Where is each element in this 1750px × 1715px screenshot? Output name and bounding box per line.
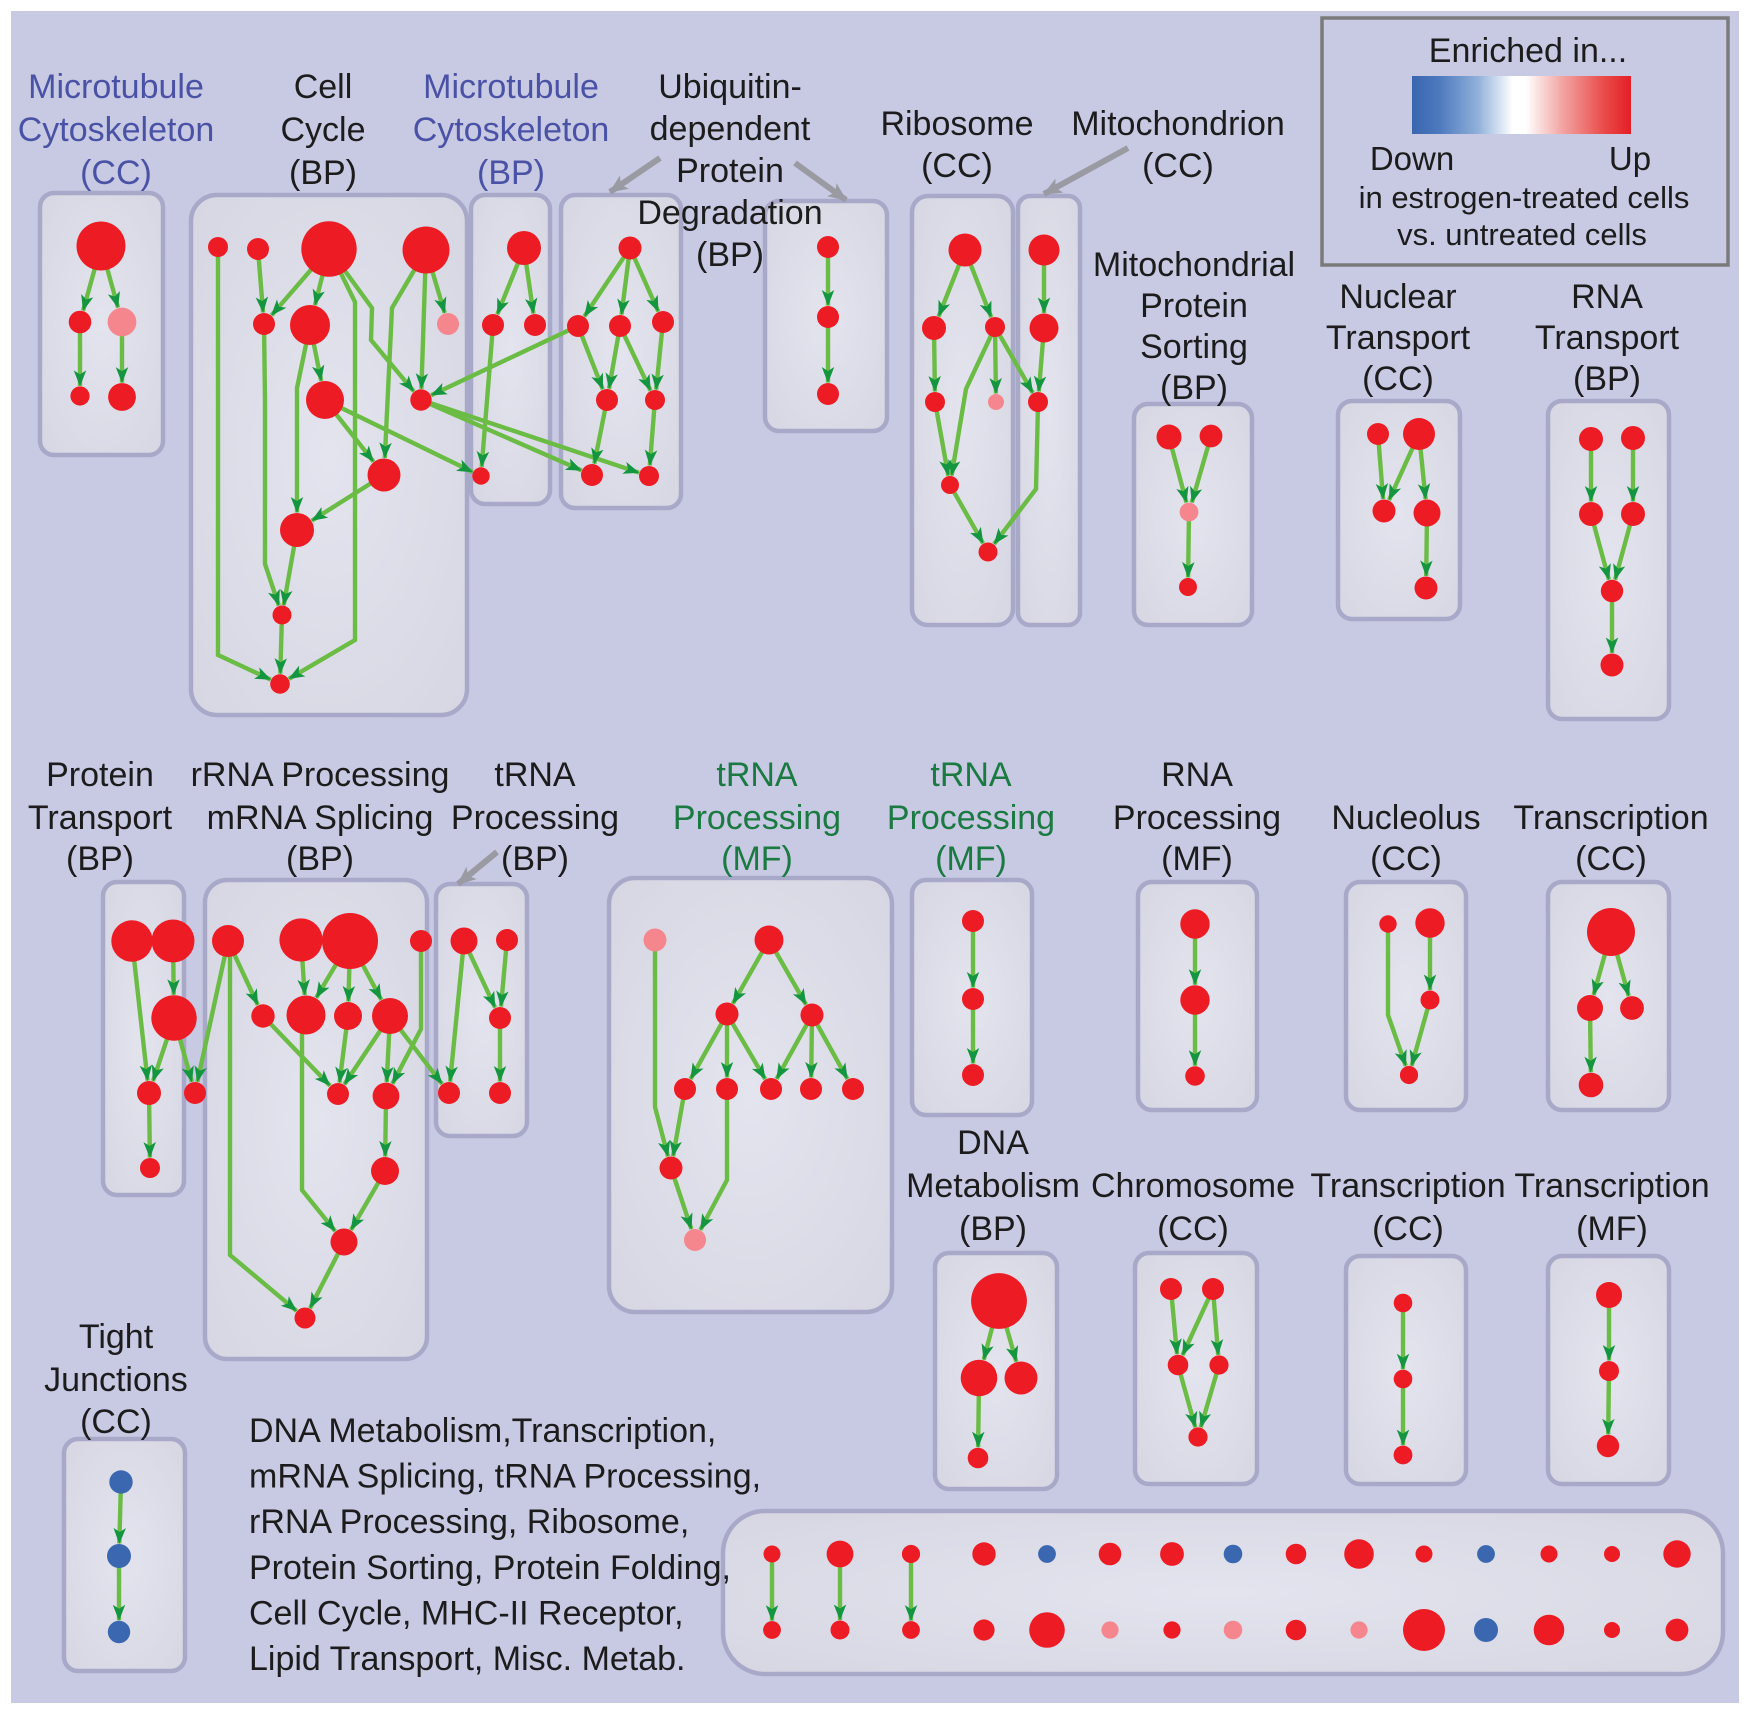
svg-text:tRNA: tRNA [716, 756, 798, 794]
svg-text:RNA: RNA [1161, 756, 1233, 794]
svg-text:(CC): (CC) [80, 154, 152, 192]
svg-text:Mitochondrion: Mitochondrion [1071, 105, 1285, 143]
svg-text:(CC): (CC) [80, 1403, 152, 1441]
svg-text:Processing: Processing [451, 799, 619, 837]
svg-text:Chromosome: Chromosome [1091, 1167, 1295, 1205]
svg-text:RNA: RNA [1571, 278, 1643, 316]
svg-text:(BP): (BP) [1160, 369, 1228, 407]
svg-text:DNA Metabolism,Transcription,: DNA Metabolism,Transcription, [249, 1412, 716, 1450]
svg-text:Protein: Protein [46, 756, 154, 794]
svg-text:(CC): (CC) [1575, 840, 1647, 878]
svg-text:(MF): (MF) [935, 840, 1007, 878]
svg-text:(BP): (BP) [959, 1210, 1027, 1248]
svg-text:Processing: Processing [1113, 799, 1281, 837]
svg-text:(BP): (BP) [289, 154, 357, 192]
svg-text:rRNA Processing, Ribosome,: rRNA Processing, Ribosome, [249, 1503, 689, 1541]
svg-text:(CC): (CC) [1362, 360, 1434, 398]
svg-text:in estrogen-treated cells: in estrogen-treated cells [1359, 180, 1690, 215]
svg-text:Mitochondrial: Mitochondrial [1093, 246, 1295, 284]
svg-text:(BP): (BP) [1573, 360, 1641, 398]
svg-text:Cytoskeleton: Cytoskeleton [413, 111, 610, 149]
svg-text:(CC): (CC) [1157, 1210, 1229, 1248]
svg-text:Processing: Processing [887, 799, 1055, 837]
svg-text:Cell Cycle, MHC-II Receptor,: Cell Cycle, MHC-II Receptor, [249, 1594, 684, 1632]
svg-text:Processing: Processing [673, 799, 841, 837]
svg-text:Transcription: Transcription [1513, 799, 1708, 837]
svg-text:Transport: Transport [1535, 319, 1680, 357]
svg-text:Up: Up [1609, 140, 1651, 177]
svg-text:rRNA Processing: rRNA Processing [191, 756, 450, 794]
svg-text:tRNA: tRNA [930, 756, 1012, 794]
svg-text:(CC): (CC) [1142, 147, 1214, 185]
svg-text:(MF): (MF) [1161, 840, 1233, 878]
svg-text:tRNA: tRNA [494, 756, 576, 794]
svg-text:(BP): (BP) [286, 840, 354, 878]
svg-text:Cell: Cell [294, 68, 353, 106]
svg-text:(MF): (MF) [1576, 1210, 1648, 1248]
svg-text:Cycle: Cycle [280, 111, 365, 149]
svg-text:(BP): (BP) [66, 840, 134, 878]
svg-text:Transcription: Transcription [1514, 1167, 1709, 1205]
svg-text:Nucleolus: Nucleolus [1331, 799, 1480, 837]
svg-text:Protein Sorting, Protein Foldi: Protein Sorting, Protein Folding, [249, 1549, 731, 1587]
svg-text:Degradation: Degradation [637, 194, 822, 232]
svg-text:(CC): (CC) [921, 147, 993, 185]
svg-text:DNA: DNA [957, 1124, 1029, 1162]
svg-text:Microtubule: Microtubule [28, 68, 204, 106]
svg-text:Nuclear: Nuclear [1339, 278, 1456, 316]
svg-text:Enriched in...: Enriched in... [1429, 32, 1627, 70]
svg-text:(BP): (BP) [477, 154, 545, 192]
svg-text:Protein: Protein [1140, 287, 1248, 325]
svg-text:(MF): (MF) [721, 840, 793, 878]
svg-text:Ubiquitin-: Ubiquitin- [658, 68, 802, 106]
svg-text:Cytoskeleton: Cytoskeleton [18, 111, 215, 149]
svg-text:Tight: Tight [79, 1318, 154, 1356]
svg-text:vs. untreated cells: vs. untreated cells [1397, 217, 1647, 252]
svg-text:(CC): (CC) [1372, 1210, 1444, 1248]
svg-text:mRNA Splicing: mRNA Splicing [207, 799, 434, 837]
svg-text:Ribosome: Ribosome [880, 105, 1033, 143]
svg-text:Transcription: Transcription [1310, 1167, 1505, 1205]
svg-text:(BP): (BP) [696, 236, 764, 274]
svg-text:Lipid Transport, Misc. Metab.: Lipid Transport, Misc. Metab. [249, 1640, 686, 1678]
svg-text:Transport: Transport [1326, 319, 1471, 357]
svg-text:Transport: Transport [28, 799, 173, 837]
svg-text:Protein: Protein [676, 152, 784, 190]
svg-text:mRNA Splicing, tRNA Processing: mRNA Splicing, tRNA Processing, [249, 1458, 761, 1496]
svg-text:Junctions: Junctions [44, 1361, 188, 1399]
svg-text:(BP): (BP) [501, 840, 569, 878]
svg-text:Microtubule: Microtubule [423, 68, 599, 106]
svg-text:Metabolism: Metabolism [906, 1167, 1080, 1205]
svg-text:dependent: dependent [650, 110, 811, 148]
svg-text:(CC): (CC) [1370, 840, 1442, 878]
svg-text:Down: Down [1370, 140, 1454, 177]
svg-text:Sorting: Sorting [1140, 328, 1248, 366]
